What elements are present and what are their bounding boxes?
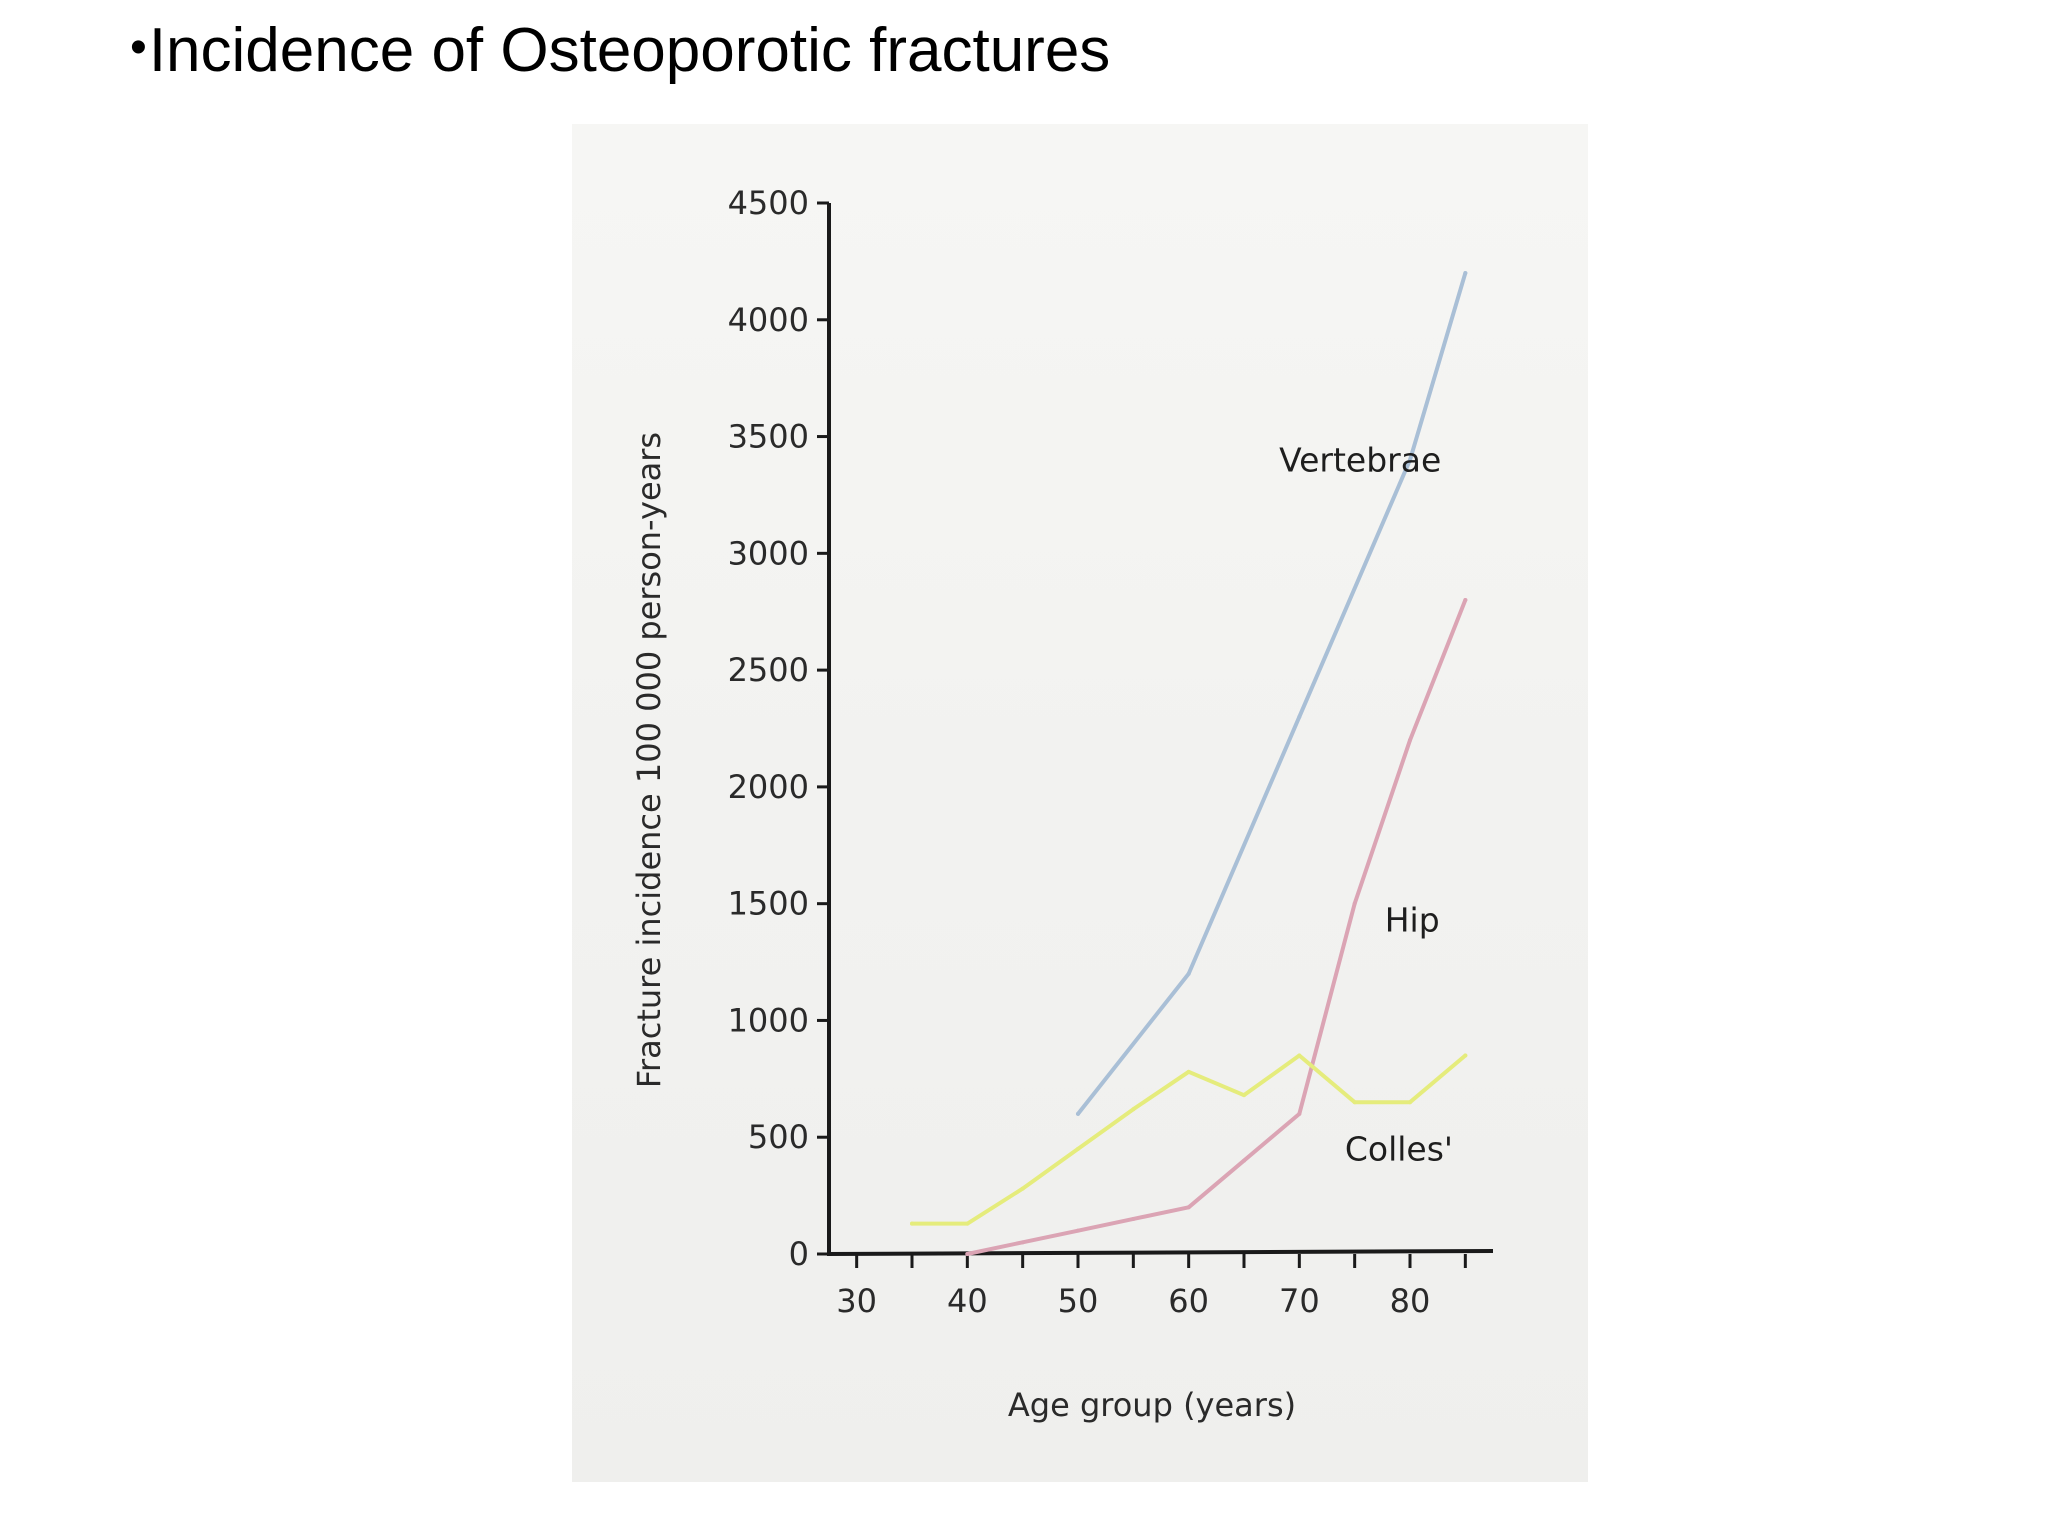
data-point-hip bbox=[1186, 1205, 1191, 1210]
data-point-colles bbox=[1297, 1053, 1302, 1058]
y-tick-label: 2000 bbox=[728, 768, 809, 806]
data-point-colles bbox=[1020, 1186, 1025, 1191]
x-axis-title: Age group (years) bbox=[1008, 1386, 1296, 1424]
data-point-colles bbox=[1408, 1100, 1412, 1105]
bullet-icon: • bbox=[130, 21, 147, 74]
y-tick-label: 2500 bbox=[728, 651, 809, 689]
data-point-hip bbox=[1076, 1228, 1080, 1233]
data-point-vertebrae bbox=[1408, 457, 1412, 462]
data-point-colles bbox=[1076, 1146, 1080, 1151]
data-point-colles bbox=[1186, 1069, 1191, 1074]
x-tick-label: 30 bbox=[836, 1282, 877, 1320]
y-tick-label: 500 bbox=[748, 1118, 809, 1156]
slide-title-text: Incidence of Osteoporotic fractures bbox=[148, 16, 1111, 85]
y-tick-label: 1500 bbox=[728, 885, 809, 923]
data-point-colles bbox=[1352, 1100, 1357, 1105]
y-tick-label: 1000 bbox=[728, 1001, 809, 1039]
y-tick-label: 4500 bbox=[728, 184, 809, 222]
data-point-hip bbox=[1242, 1158, 1246, 1163]
x-tick-label: 50 bbox=[1058, 1282, 1099, 1320]
data-point-hip bbox=[1352, 901, 1357, 906]
data-point-hip bbox=[1297, 1111, 1302, 1116]
data-point-hip bbox=[965, 1252, 970, 1256]
series-label-colles: Colles' bbox=[1345, 1130, 1453, 1169]
series-label-vertebrae: Vertebrae bbox=[1279, 441, 1441, 480]
data-point-hip bbox=[1020, 1240, 1025, 1245]
data-point-hip bbox=[1463, 598, 1468, 603]
series-line-vertebrae bbox=[1076, 271, 1468, 1116]
data-point-hip bbox=[1408, 738, 1412, 743]
slide-title: •Incidence of Osteoporotic fractures bbox=[130, 14, 1110, 88]
x-tick-label: 40 bbox=[947, 1282, 988, 1320]
chart-axes: 0 500 1000 1500 2000 2500 3000 3500 4000 4500 30 40… bbox=[728, 184, 1494, 1320]
data-point-vertebrae bbox=[1297, 714, 1302, 719]
y-tick-label: 3000 bbox=[728, 534, 809, 572]
series-line-hip bbox=[965, 598, 1468, 1256]
chart-figure: 0 500 1000 1500 2000 2500 3000 3500 4000 4500 30 40… bbox=[572, 124, 1588, 1482]
x-axis-line bbox=[826, 1249, 1494, 1256]
y-tick-label: 3500 bbox=[728, 418, 809, 456]
fracture-incidence-chart: 0 500 1000 1500 2000 2500 3000 3500 4000 4500 30 40… bbox=[630, 184, 1494, 1424]
data-point-colles bbox=[1131, 1107, 1136, 1112]
y-tick-label: 4000 bbox=[728, 301, 809, 339]
data-point-vertebrae bbox=[1076, 1111, 1080, 1116]
data-point-hip bbox=[1131, 1216, 1136, 1221]
data-point-colles bbox=[965, 1221, 970, 1226]
data-point-colles bbox=[1463, 1053, 1468, 1058]
chart-series: Vertebrae Hip Colles' bbox=[910, 271, 1468, 1256]
x-tick-label: 60 bbox=[1168, 1282, 1209, 1320]
data-point-colles bbox=[1242, 1093, 1246, 1098]
x-tick-label: 70 bbox=[1279, 1282, 1320, 1320]
y-axis-title: Fracture incidence 100 000 person-years bbox=[630, 432, 668, 1088]
data-point-colles bbox=[910, 1221, 914, 1226]
data-point-vertebrae bbox=[1186, 971, 1191, 976]
y-tick-label: 0 bbox=[789, 1235, 809, 1273]
series-label-hip: Hip bbox=[1385, 901, 1440, 940]
x-tick-label: 80 bbox=[1390, 1282, 1431, 1320]
data-point-vertebrae bbox=[1463, 271, 1468, 276]
